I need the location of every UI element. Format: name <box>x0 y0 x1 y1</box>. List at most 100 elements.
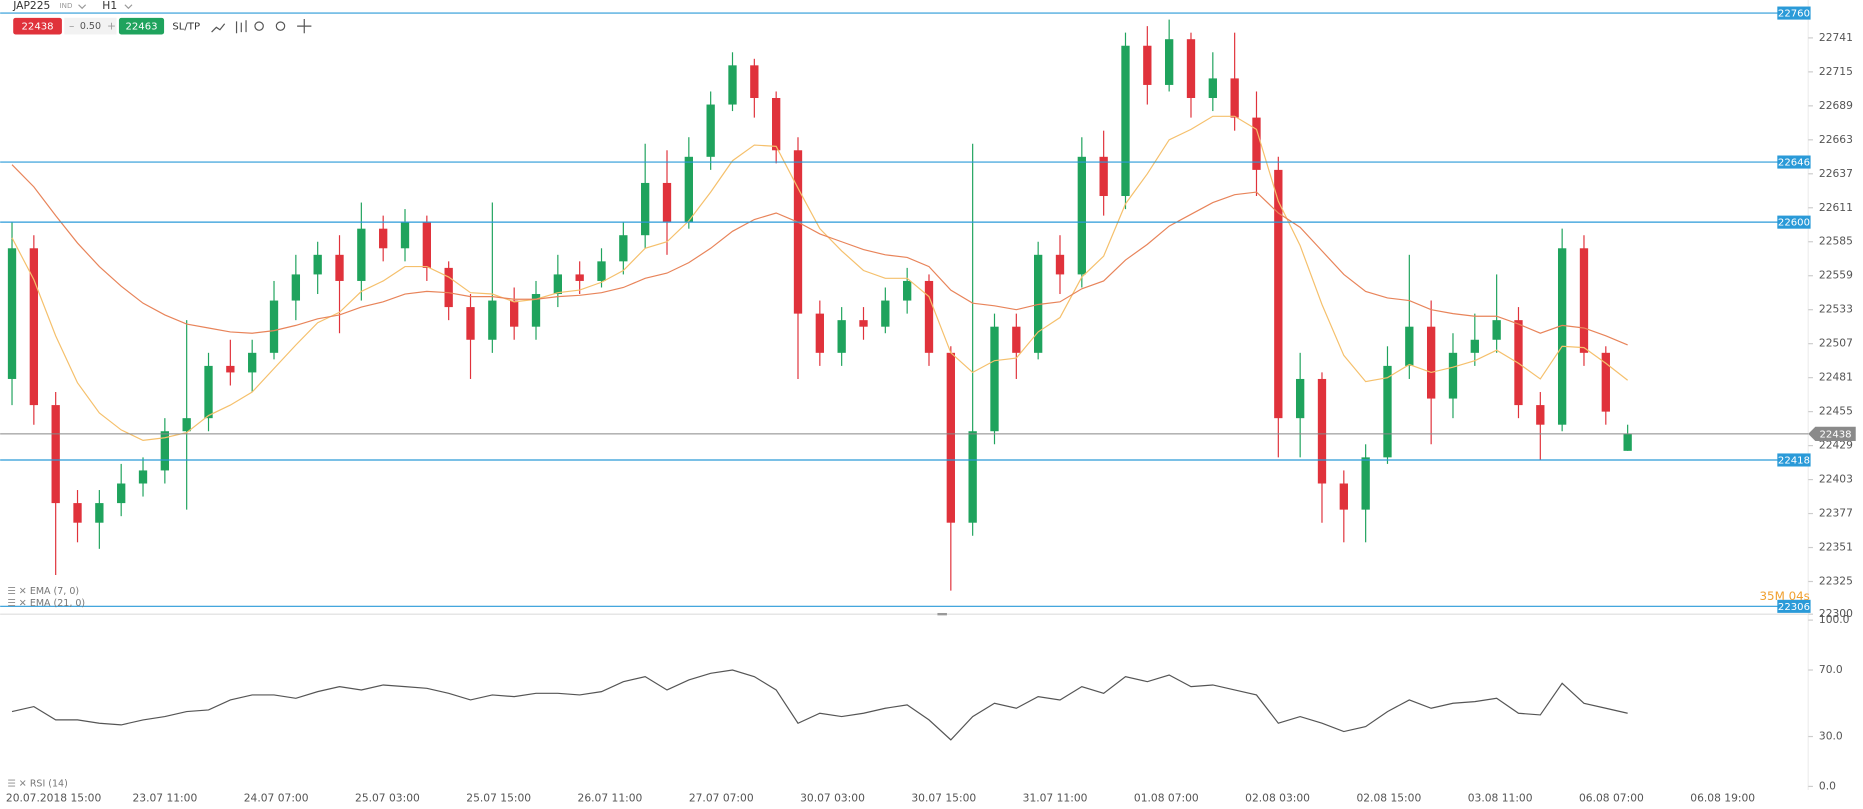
x-tick-label: 25.07 15:00 <box>466 791 531 804</box>
sell-price[interactable]: 22438 <box>22 22 54 33</box>
buy-price[interactable]: 22463 <box>125 22 157 33</box>
zoom-in-icon[interactable] <box>275 21 286 31</box>
candle-body <box>859 320 868 327</box>
symbol[interactable]: JAP225 <box>12 0 50 12</box>
candle-body <box>1012 326 1021 353</box>
y-tick-label: 22403 <box>1819 473 1853 486</box>
x-tick-label: 30.07 03:00 <box>800 791 865 804</box>
buy-button[interactable] <box>118 17 165 35</box>
y-tick-label: 22715 <box>1819 65 1853 78</box>
candle-body <box>510 300 519 327</box>
sell-button[interactable] <box>13 17 62 35</box>
x-tick-label: 06.08 07:00 <box>1579 791 1644 804</box>
y-tick-label: 22351 <box>1819 541 1853 554</box>
candle-body <box>379 228 388 249</box>
level-label: 22418 <box>1778 456 1810 467</box>
x-tick-label: 03.08 11:00 <box>1468 791 1533 804</box>
candle-body <box>1536 405 1545 425</box>
candle-body <box>95 503 104 523</box>
candle-body <box>1295 378 1305 419</box>
candle-body <box>1426 326 1436 399</box>
candle-body <box>1055 254 1065 275</box>
line-tool-icon[interactable] <box>211 23 226 33</box>
level-label: 22646 <box>1778 158 1810 169</box>
last-price-box <box>1808 426 1856 441</box>
candle-body <box>641 182 650 236</box>
instrument-kind: IND <box>60 1 73 10</box>
candle-body <box>1164 39 1174 85</box>
rsi-y-tick-label: 70.0 <box>1819 663 1843 676</box>
level-label-box <box>1777 215 1811 229</box>
timeframe[interactable]: H1 <box>102 0 117 12</box>
candle-body <box>1230 78 1239 118</box>
candle-body <box>1492 320 1501 340</box>
candle-body <box>1143 45 1152 85</box>
candle-body <box>1186 39 1196 99</box>
plus-icon[interactable]: + <box>107 20 116 33</box>
candle-body <box>1579 248 1589 353</box>
candle-body <box>269 300 279 353</box>
candle-body <box>531 294 541 327</box>
y-tick-label: 22663 <box>1819 133 1853 146</box>
level-label-box <box>1777 453 1811 467</box>
candle-body <box>903 280 912 301</box>
countdown: 35M 04s <box>1760 589 1810 603</box>
candle-body <box>662 182 672 223</box>
y-tick-label: 22585 <box>1819 235 1853 248</box>
x-tick-label: 31.07 11:00 <box>1023 791 1088 804</box>
x-tick-label: 06.08 19:00 <box>1690 791 1755 804</box>
dropdown-icon[interactable] <box>124 4 133 10</box>
y-tick-label: 22741 <box>1819 31 1853 44</box>
legend-ema7: EMA (7, 0) <box>30 586 79 597</box>
candle-body <box>881 300 890 327</box>
y-tick-label: 22533 <box>1819 303 1853 316</box>
crosshair-icon[interactable] <box>297 19 312 34</box>
zoom-out-icon[interactable] <box>254 21 264 31</box>
candle-body <box>400 222 410 249</box>
candle-body <box>1470 339 1479 353</box>
candle-body <box>444 267 453 308</box>
candle-tool-icon[interactable] <box>235 20 247 34</box>
y-tick-label: 22689 <box>1819 99 1853 112</box>
candle-body <box>968 431 977 523</box>
candle-body <box>684 156 693 223</box>
sltp-button[interactable]: SL/TP <box>172 22 200 33</box>
dropdown-icon[interactable] <box>78 4 87 10</box>
y-tick-label: 22637 <box>1819 167 1853 180</box>
y-tick-label: 22325 <box>1819 575 1853 588</box>
rsi-line <box>11 669 1628 741</box>
legend-icons[interactable]: ☰ ✕ <box>7 586 27 597</box>
candle-body <box>728 65 737 105</box>
pane-resize-handle[interactable] <box>937 612 947 616</box>
candle-body <box>575 274 584 281</box>
candle-body <box>1034 254 1043 353</box>
candle-body <box>1317 378 1327 484</box>
candle-body <box>1339 483 1348 510</box>
candle-body <box>924 280 934 353</box>
minus-icon[interactable]: – <box>69 20 74 33</box>
level-label: 22600 <box>1778 218 1810 229</box>
x-tick-label: 23.07 11:00 <box>132 791 197 804</box>
candle-body <box>291 274 301 301</box>
rsi-y-tick-label: 30.0 <box>1819 730 1843 743</box>
level-label-box <box>1777 6 1811 20</box>
marks: 22741 22715 22689 22663 22637 22611 22585 22559… <box>0 6 1856 804</box>
legend-icons[interactable]: ☰ ✕ <box>7 779 27 790</box>
candle-body <box>1557 248 1567 425</box>
y-tick-label: 22455 <box>1819 405 1853 418</box>
candle-body <box>1361 457 1370 510</box>
candle-body <box>1274 169 1283 419</box>
candle-body <box>51 405 60 504</box>
candle-body <box>553 274 562 295</box>
quantity-box[interactable] <box>64 17 117 35</box>
legend-icons[interactable]: ☰ ✕ <box>7 598 27 609</box>
y-tick-label: 22300 <box>1819 607 1853 620</box>
x-tick-label: 20.07.2018 15:00 <box>6 791 102 804</box>
y-tick-label: 22429 <box>1819 439 1853 452</box>
candle-body <box>29 248 39 406</box>
candle-body <box>73 503 82 523</box>
rsi-y-tick-label: 100.0 <box>1819 613 1850 626</box>
level-label-box <box>1777 155 1811 169</box>
